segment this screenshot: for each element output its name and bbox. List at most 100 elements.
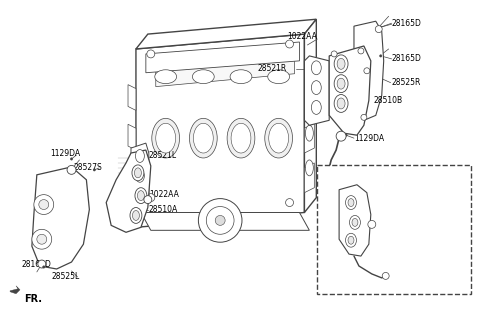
- Ellipse shape: [135, 169, 144, 182]
- Polygon shape: [304, 19, 316, 212]
- Text: 28165D: 28165D: [392, 19, 421, 28]
- Text: 28521L: 28521L: [149, 150, 177, 160]
- Text: 1129DA: 1129DA: [50, 148, 80, 157]
- Ellipse shape: [348, 199, 354, 206]
- Ellipse shape: [337, 98, 345, 109]
- Text: 1022AA: 1022AA: [149, 190, 179, 199]
- Polygon shape: [304, 84, 314, 113]
- Polygon shape: [131, 143, 149, 210]
- Text: 28527S: 28527S: [73, 163, 102, 172]
- Ellipse shape: [312, 61, 321, 75]
- Ellipse shape: [132, 210, 139, 220]
- Polygon shape: [10, 286, 20, 294]
- Ellipse shape: [334, 75, 348, 93]
- Circle shape: [345, 134, 347, 136]
- Circle shape: [336, 131, 346, 141]
- Polygon shape: [128, 124, 136, 150]
- Ellipse shape: [346, 196, 357, 210]
- Circle shape: [215, 215, 225, 225]
- Circle shape: [329, 189, 337, 197]
- Circle shape: [34, 195, 54, 215]
- Ellipse shape: [156, 123, 176, 153]
- Circle shape: [286, 199, 293, 206]
- Ellipse shape: [265, 118, 292, 158]
- Circle shape: [358, 48, 364, 54]
- Circle shape: [37, 234, 47, 244]
- Ellipse shape: [193, 123, 213, 153]
- Ellipse shape: [135, 188, 147, 204]
- Polygon shape: [354, 21, 384, 120]
- Text: 28165D: 28165D: [22, 259, 52, 268]
- Ellipse shape: [349, 215, 360, 229]
- Circle shape: [382, 272, 389, 279]
- Circle shape: [43, 266, 45, 268]
- Circle shape: [380, 26, 382, 28]
- Text: 28529M: 28529M: [329, 190, 360, 199]
- Polygon shape: [146, 42, 300, 73]
- Circle shape: [368, 220, 376, 228]
- Ellipse shape: [231, 123, 251, 153]
- Ellipse shape: [155, 70, 177, 84]
- Ellipse shape: [312, 100, 321, 114]
- Ellipse shape: [305, 91, 313, 106]
- Ellipse shape: [334, 95, 348, 113]
- Polygon shape: [136, 34, 304, 227]
- Circle shape: [141, 197, 143, 200]
- Circle shape: [286, 40, 293, 48]
- Ellipse shape: [190, 118, 217, 158]
- Circle shape: [380, 55, 382, 57]
- Text: 28529M: 28529M: [357, 269, 387, 278]
- Polygon shape: [304, 163, 314, 193]
- Text: 28165D: 28165D: [392, 54, 421, 63]
- Text: (BAT 4WD): (BAT 4WD): [322, 172, 363, 181]
- Polygon shape: [329, 46, 371, 135]
- Circle shape: [375, 26, 382, 33]
- Circle shape: [331, 51, 337, 57]
- Text: 28525R: 28525R: [392, 78, 421, 87]
- Ellipse shape: [152, 118, 180, 158]
- Ellipse shape: [132, 165, 144, 181]
- Text: 28521R: 28521R: [258, 64, 287, 73]
- Text: 28510A: 28510A: [149, 205, 178, 214]
- Ellipse shape: [348, 236, 354, 244]
- Ellipse shape: [337, 78, 345, 89]
- Circle shape: [93, 169, 96, 171]
- Ellipse shape: [135, 189, 144, 202]
- Ellipse shape: [227, 118, 255, 158]
- Ellipse shape: [192, 70, 214, 84]
- Polygon shape: [156, 51, 295, 86]
- FancyBboxPatch shape: [317, 165, 471, 294]
- Circle shape: [32, 229, 52, 249]
- Text: 28525L: 28525L: [52, 272, 80, 281]
- Ellipse shape: [305, 160, 313, 176]
- Ellipse shape: [130, 207, 142, 224]
- Circle shape: [374, 222, 377, 224]
- Polygon shape: [128, 164, 136, 190]
- Polygon shape: [141, 212, 310, 230]
- Circle shape: [364, 68, 370, 74]
- Circle shape: [206, 206, 234, 234]
- Circle shape: [361, 114, 367, 120]
- Circle shape: [71, 158, 72, 160]
- Circle shape: [144, 196, 152, 204]
- Ellipse shape: [337, 58, 345, 69]
- Circle shape: [198, 199, 242, 242]
- Ellipse shape: [134, 168, 142, 178]
- Polygon shape: [128, 85, 136, 110]
- Text: 1129DA: 1129DA: [354, 134, 384, 143]
- Text: FR.: FR.: [24, 294, 42, 304]
- Text: 1129DA: 1129DA: [382, 240, 412, 249]
- Ellipse shape: [137, 191, 144, 201]
- Ellipse shape: [312, 81, 321, 95]
- Ellipse shape: [334, 55, 348, 73]
- Ellipse shape: [352, 219, 358, 226]
- Ellipse shape: [346, 233, 357, 247]
- Polygon shape: [106, 150, 151, 232]
- Polygon shape: [32, 167, 89, 269]
- Circle shape: [38, 260, 46, 268]
- Ellipse shape: [305, 125, 313, 141]
- Circle shape: [372, 246, 374, 248]
- Ellipse shape: [230, 70, 252, 84]
- Circle shape: [147, 194, 155, 202]
- Ellipse shape: [135, 149, 144, 162]
